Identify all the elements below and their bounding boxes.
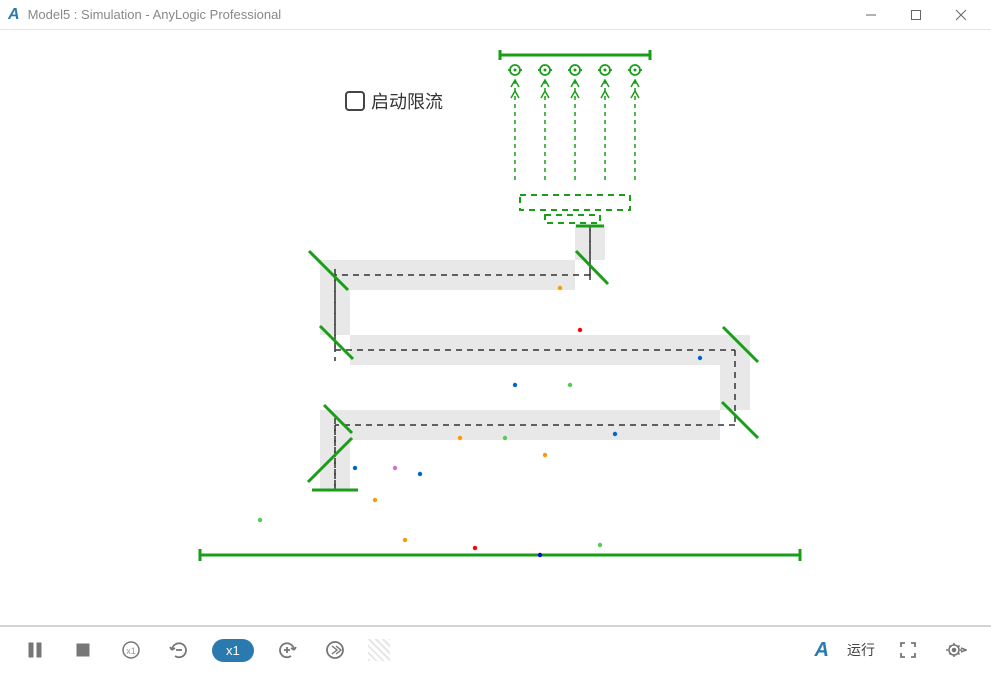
speed-label: x1 — [226, 643, 240, 658]
flow-limit-checkbox[interactable]: 启动限流 — [345, 88, 443, 114]
pause-button[interactable] — [20, 635, 50, 665]
svg-text:x1: x1 — [126, 646, 136, 656]
fullscreen-button[interactable] — [893, 635, 923, 665]
titlebar: A Model5 : Simulation - AnyLogic Profess… — [0, 0, 991, 30]
checkbox-label: 启动限流 — [371, 88, 443, 114]
maximize-button[interactable] — [893, 0, 938, 30]
speed-indicator[interactable]: x1 — [212, 639, 254, 662]
window-title: Model5 : Simulation - AnyLogic Professio… — [28, 7, 848, 22]
minimize-button[interactable] — [848, 0, 893, 30]
settings-button[interactable] — [941, 635, 971, 665]
window-controls — [848, 0, 983, 30]
speed-down-button[interactable] — [164, 635, 194, 665]
grid-toggle-icon[interactable] — [368, 639, 390, 661]
speed-slowest-button[interactable]: x1 — [116, 635, 146, 665]
run-status: 运行 — [847, 640, 875, 660]
anylogic-logo-icon: A — [815, 639, 829, 662]
speed-up-button[interactable] — [272, 635, 302, 665]
speed-fastest-button[interactable] — [320, 635, 350, 665]
simulation-svg — [0, 30, 991, 625]
stop-button[interactable] — [68, 635, 98, 665]
simulation-canvas[interactable]: 启动限流 — [0, 30, 991, 625]
checkbox-icon — [345, 91, 365, 111]
simulation-toolbar: x1 x1 A 运行 — [0, 625, 991, 673]
app-logo-icon: A — [8, 6, 20, 24]
close-button[interactable] — [938, 0, 983, 30]
